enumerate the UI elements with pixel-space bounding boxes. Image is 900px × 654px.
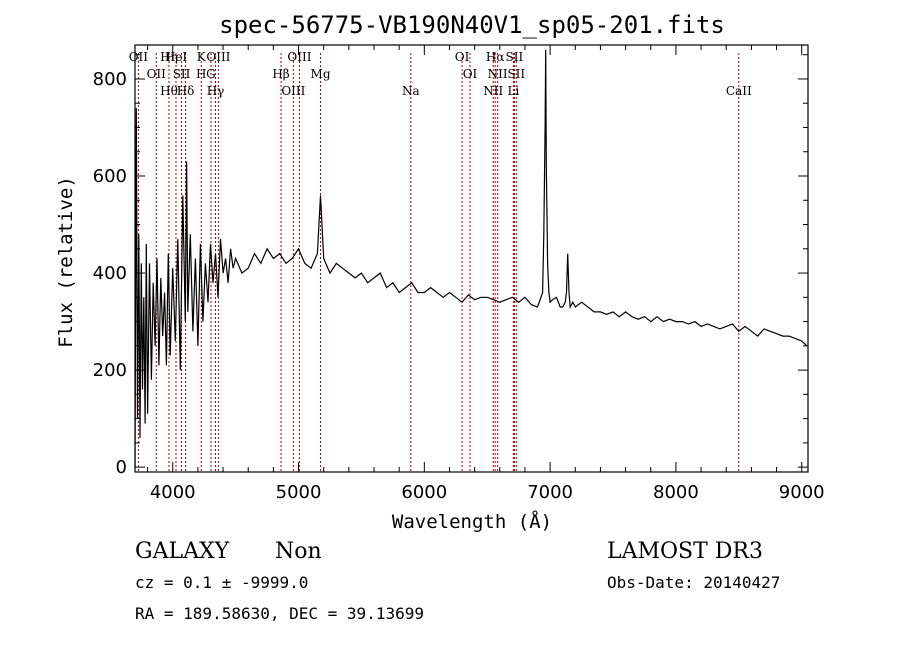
y-tick-label: 0 bbox=[116, 457, 127, 478]
emission-line-label: OI bbox=[455, 50, 470, 64]
emission-line-label: Hθ bbox=[160, 84, 178, 98]
x-tick-label: 8000 bbox=[653, 482, 699, 503]
axis-ticks: 4000 5000 6000 7000 8000 9000 0 200 400 600 800 bbox=[93, 45, 825, 503]
emission-line-label: OIII bbox=[281, 84, 305, 98]
emission-line-label: Hδ bbox=[177, 84, 195, 98]
emission-line-label: Hη bbox=[160, 50, 178, 64]
x-tick-label: 9000 bbox=[779, 482, 825, 503]
emission-line-label: OIII bbox=[287, 50, 311, 64]
object-subclass: Non bbox=[275, 539, 322, 564]
x-axis-label: Wavelength (Å) bbox=[392, 510, 552, 533]
emission-line-label: H bbox=[196, 67, 206, 81]
obs-date: Obs-Date: 20140427 bbox=[607, 573, 780, 592]
y-tick-label: 600 bbox=[93, 166, 127, 187]
emission-line-label: Hα bbox=[486, 50, 505, 64]
emission-line-label: K bbox=[197, 50, 207, 64]
x-tick-label: 4000 bbox=[150, 482, 196, 503]
plot-frame bbox=[134, 44, 809, 473]
emission-line-label: Na bbox=[402, 84, 420, 98]
emission-line-label: Li bbox=[507, 84, 519, 98]
y-axis-label: Flux (relative) bbox=[55, 176, 77, 348]
emission-line-label: SII bbox=[507, 67, 525, 81]
emission-line-label: NII bbox=[488, 67, 508, 81]
emission-line-markers bbox=[137, 53, 740, 472]
emission-line-label: SII bbox=[506, 50, 524, 64]
emission-line-label: OII bbox=[147, 67, 167, 81]
emission-line-label: Hβ bbox=[272, 67, 289, 81]
survey-name: LAMOST DR3 bbox=[607, 539, 763, 564]
x-tick-label: 6000 bbox=[401, 482, 447, 503]
emission-line-label: G bbox=[206, 67, 216, 81]
chart-title: spec-56775-VB190N40V1_sp05-201.fits bbox=[219, 11, 725, 39]
y-tick-label: 800 bbox=[93, 69, 127, 90]
emission-line-label: CaII bbox=[726, 84, 752, 98]
y-tick-label: 400 bbox=[93, 263, 127, 284]
emission-line-label: Mg bbox=[311, 67, 331, 81]
spectrum-line bbox=[134, 49, 808, 468]
emission-line-label: OIII bbox=[206, 50, 230, 64]
x-tick-label: 7000 bbox=[527, 482, 573, 503]
emission-line-label: Hγ bbox=[207, 84, 225, 98]
y-tick-label: 200 bbox=[93, 360, 127, 381]
emission-line-label: OI bbox=[463, 67, 478, 81]
object-class: GALAXY bbox=[135, 539, 230, 564]
emission-line-label: HeI bbox=[165, 50, 188, 64]
redshift-text: cz = 0.1 ± -9999.0 bbox=[135, 573, 308, 592]
x-tick-label: 5000 bbox=[276, 482, 322, 503]
emission-line-label: NII bbox=[483, 84, 503, 98]
emission-line-label: SII bbox=[173, 67, 191, 81]
emission-line-label: OII bbox=[129, 50, 149, 64]
coordinates: RA = 189.58630, DEC = 39.13699 bbox=[135, 604, 424, 623]
